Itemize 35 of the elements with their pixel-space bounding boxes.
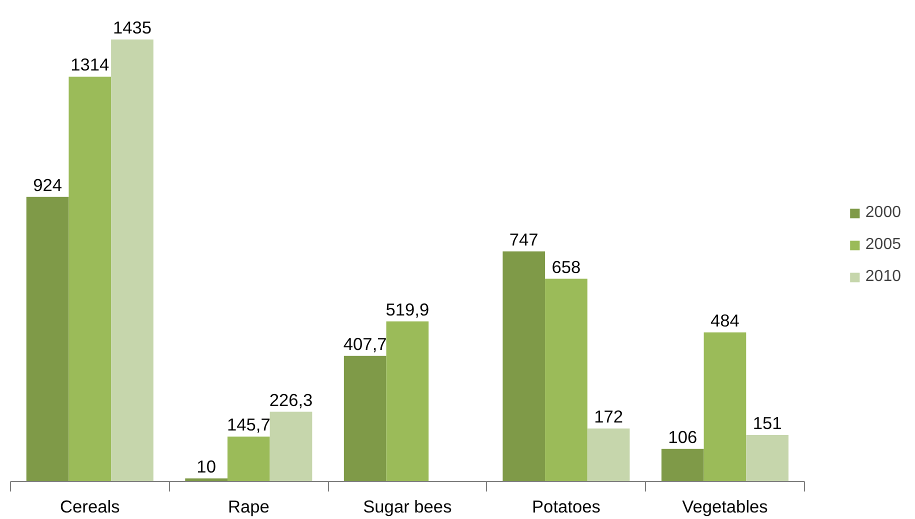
data-label: 1314 <box>70 54 110 75</box>
data-label: 658 <box>552 256 581 277</box>
bar <box>746 434 788 482</box>
bar <box>26 196 69 482</box>
bar <box>502 251 546 482</box>
data-label: 106 <box>668 426 698 447</box>
data-label: 145,7 <box>226 414 270 435</box>
data-label: 484 <box>710 310 740 330</box>
legend-label: 2005 <box>865 236 901 254</box>
data-label: 172 <box>594 406 624 427</box>
x-tick-label: Sugar bees <box>363 496 452 516</box>
data-label: 1435 <box>112 17 152 38</box>
bar <box>661 448 704 482</box>
legend-label: 2000 <box>865 204 901 222</box>
data-label: 407,7 <box>343 334 387 354</box>
bar <box>386 321 429 482</box>
legend-label: 2010 <box>865 268 901 286</box>
bar <box>227 436 270 482</box>
data-label: 519,9 <box>386 299 430 320</box>
bar <box>344 356 386 482</box>
x-tick-label: Vegetables <box>682 496 768 516</box>
data-label: 10 <box>196 456 216 476</box>
bar <box>587 428 630 482</box>
data-label: 151 <box>752 412 782 433</box>
bar <box>111 39 154 482</box>
x-tick-label: Cereals <box>60 496 120 516</box>
bar <box>704 332 746 482</box>
data-label: 924 <box>33 174 62 195</box>
data-label: 747 <box>509 229 538 250</box>
x-tick-label: Rape <box>228 496 270 516</box>
data-label: 226,3 <box>269 390 313 410</box>
bar <box>270 412 312 482</box>
bar <box>545 278 588 482</box>
bar <box>68 76 112 482</box>
x-tick-label: Potatoes <box>532 496 601 516</box>
